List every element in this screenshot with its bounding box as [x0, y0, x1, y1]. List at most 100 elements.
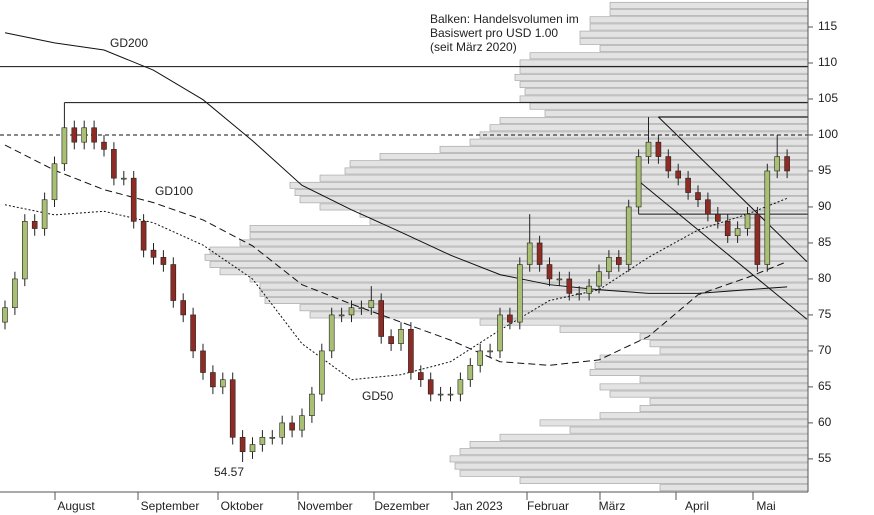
candle-body	[467, 365, 474, 381]
x-tick-label: November	[297, 499, 352, 513]
candle-body	[269, 436, 276, 439]
volume-bar	[299, 196, 809, 204]
candle-body	[675, 170, 682, 179]
labels: 55 60 65 70 75 80 85 90 95 100 105 110 115 August Sept…	[54, 12, 838, 513]
candle-body	[220, 379, 226, 388]
candle-body	[714, 213, 721, 222]
y-tick-label: 105	[818, 91, 838, 105]
note-text: Balken: Handelsvolumen im	[430, 12, 579, 26]
x-tick-label: Mai	[756, 499, 775, 513]
note-text: (seit März 2020)	[430, 40, 517, 54]
candle-body	[358, 307, 365, 310]
candle-body	[655, 141, 662, 157]
candle-body	[744, 213, 751, 229]
ma-label: GD50	[362, 389, 394, 403]
x-tick-label: Jan 2023	[453, 499, 503, 513]
volume-bar	[609, 1, 809, 9]
candle-body	[388, 336, 394, 345]
candle-body	[160, 257, 167, 265]
candle-body	[130, 177, 137, 222]
candle-body	[101, 141, 107, 150]
volume-bar	[379, 153, 809, 161]
candle-body	[754, 213, 761, 265]
candle-body	[526, 242, 533, 265]
candle-body	[477, 350, 484, 366]
candle-body	[81, 127, 87, 143]
candle-body	[61, 127, 68, 165]
candle-body	[417, 372, 424, 381]
volume-bar	[519, 66, 809, 74]
volume-bar	[579, 37, 809, 45]
candle-body	[695, 192, 701, 201]
candle-body	[497, 314, 503, 352]
candle-body	[645, 141, 652, 157]
volume-bar	[594, 361, 809, 369]
candle-body	[546, 264, 553, 280]
x-tick-label: August	[57, 499, 95, 513]
volume-bar	[469, 441, 809, 448]
trend-line	[638, 180, 808, 320]
candle-body	[338, 314, 345, 317]
candle-body	[586, 285, 592, 294]
volume-bar	[599, 383, 809, 391]
volume-bar	[514, 73, 809, 81]
volume-bar	[539, 419, 809, 427]
candle-body	[200, 350, 206, 373]
candle-body	[724, 221, 731, 237]
y-tick-label: 80	[818, 271, 832, 285]
volume-bar	[609, 9, 809, 17]
volume-bar	[249, 225, 809, 232]
volume-bar	[499, 433, 809, 441]
volume-bar	[609, 390, 809, 398]
volume-profile	[204, 1, 809, 492]
candle-body	[408, 329, 414, 373]
volume-bar	[519, 477, 809, 484]
candle-body	[615, 257, 622, 265]
candle-body	[774, 156, 781, 172]
reference-lines	[0, 66, 808, 320]
candle-body	[516, 264, 523, 323]
candle-body	[111, 149, 117, 179]
trend-line	[658, 116, 808, 263]
y-tick-label: 70	[818, 343, 832, 357]
volume-bar	[449, 455, 809, 463]
candle-body	[764, 170, 771, 265]
volume-bar	[344, 167, 809, 175]
candle-body	[507, 314, 513, 323]
volume-bar	[589, 23, 809, 31]
moving-averages	[4, 32, 788, 381]
x-tick-label: Februar	[527, 499, 569, 513]
moving-average	[4, 144, 788, 366]
candle-body	[190, 314, 196, 352]
volume-bar	[249, 232, 809, 240]
volume-bar	[639, 376, 809, 384]
volume-bar	[529, 52, 809, 60]
x-tick-label: September	[141, 499, 200, 513]
volume-bar	[299, 304, 809, 312]
volume-bar	[264, 297, 809, 304]
candle-body	[239, 436, 246, 452]
candle-body	[309, 393, 315, 416]
moving-average	[4, 197, 788, 381]
volume-bar	[439, 145, 809, 153]
y-tick-label: 115	[818, 19, 837, 33]
candle-body	[289, 422, 295, 431]
volume-bar	[209, 261, 809, 268]
y-tick-label: 75	[818, 307, 832, 321]
volume-bar	[569, 426, 809, 434]
volume-bar	[309, 311, 809, 319]
y-tick-label: 60	[818, 415, 832, 429]
low-label: 54.57	[214, 465, 244, 479]
y-tick-label: 95	[818, 163, 832, 177]
candle-body	[91, 127, 97, 143]
x-tick-label: Oktober	[221, 499, 264, 513]
candle-body	[635, 156, 642, 208]
candle-body	[150, 249, 157, 258]
volume-bar	[369, 217, 809, 225]
volume-bar	[599, 412, 809, 420]
candle-body	[299, 415, 305, 431]
candle-body	[566, 278, 573, 294]
volume-bar	[479, 318, 809, 326]
volume-bar	[469, 138, 809, 146]
volume-bar	[319, 203, 809, 211]
